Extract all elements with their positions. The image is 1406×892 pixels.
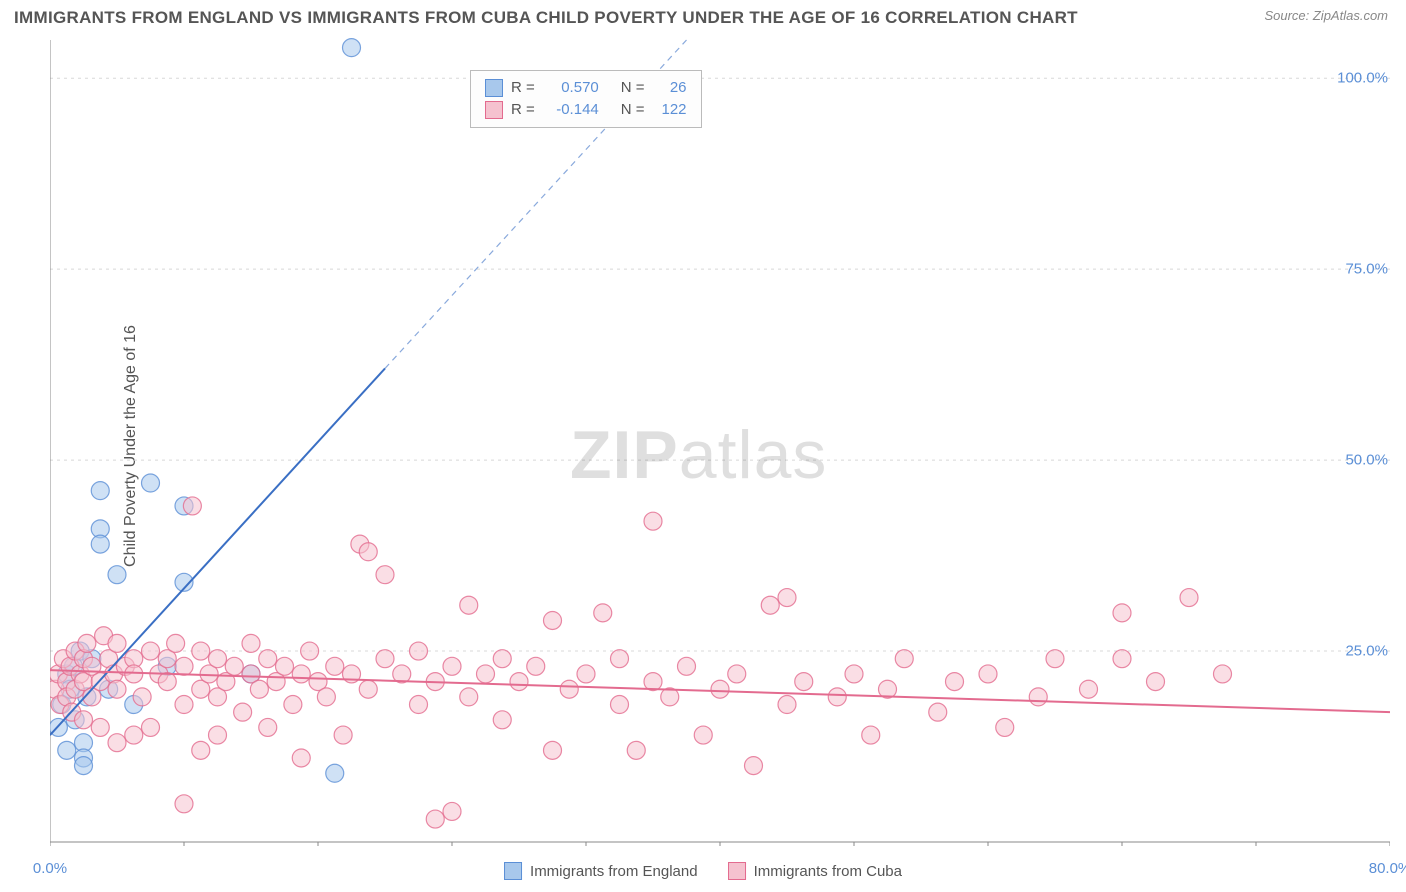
correlation-legend: R = 0.570 N = 26 R = -0.144 N = 122 (470, 70, 702, 128)
chart-plot-area: ZIPatlas (50, 36, 1390, 846)
legend-item: Immigrants from Cuba (728, 862, 902, 880)
y-tick-label: 75.0% (1345, 261, 1388, 278)
legend-n-value: 26 (653, 77, 687, 99)
legend-swatch (485, 101, 503, 119)
chart-title: IMMIGRANTS FROM ENGLAND VS IMMIGRANTS FR… (14, 8, 1078, 28)
source-attribution: Source: ZipAtlas.com (1264, 8, 1388, 23)
scatter-chart (50, 36, 1390, 846)
legend-r-label: R = (511, 77, 535, 99)
legend-swatch (504, 862, 522, 880)
legend-n-label: N = (621, 77, 645, 99)
legend-swatch (728, 862, 746, 880)
series-legend: Immigrants from England Immigrants from C… (504, 862, 902, 880)
x-tick-label: 80.0% (1369, 860, 1406, 877)
x-tick-label: 0.0% (33, 860, 67, 877)
legend-item-label: Immigrants from Cuba (754, 863, 902, 880)
y-tick-label: 50.0% (1345, 452, 1388, 469)
legend-swatch (485, 79, 503, 97)
legend-item-label: Immigrants from England (530, 863, 698, 880)
legend-r-value: -0.144 (543, 99, 599, 121)
legend-row: R = -0.144 N = 122 (485, 99, 687, 121)
legend-r-value: 0.570 (543, 77, 599, 99)
legend-row: R = 0.570 N = 26 (485, 77, 687, 99)
y-tick-label: 25.0% (1345, 643, 1388, 660)
legend-r-label: R = (511, 99, 535, 121)
legend-n-label: N = (621, 99, 645, 121)
legend-n-value: 122 (653, 99, 687, 121)
legend-item: Immigrants from England (504, 862, 698, 880)
y-tick-label: 100.0% (1337, 70, 1388, 87)
